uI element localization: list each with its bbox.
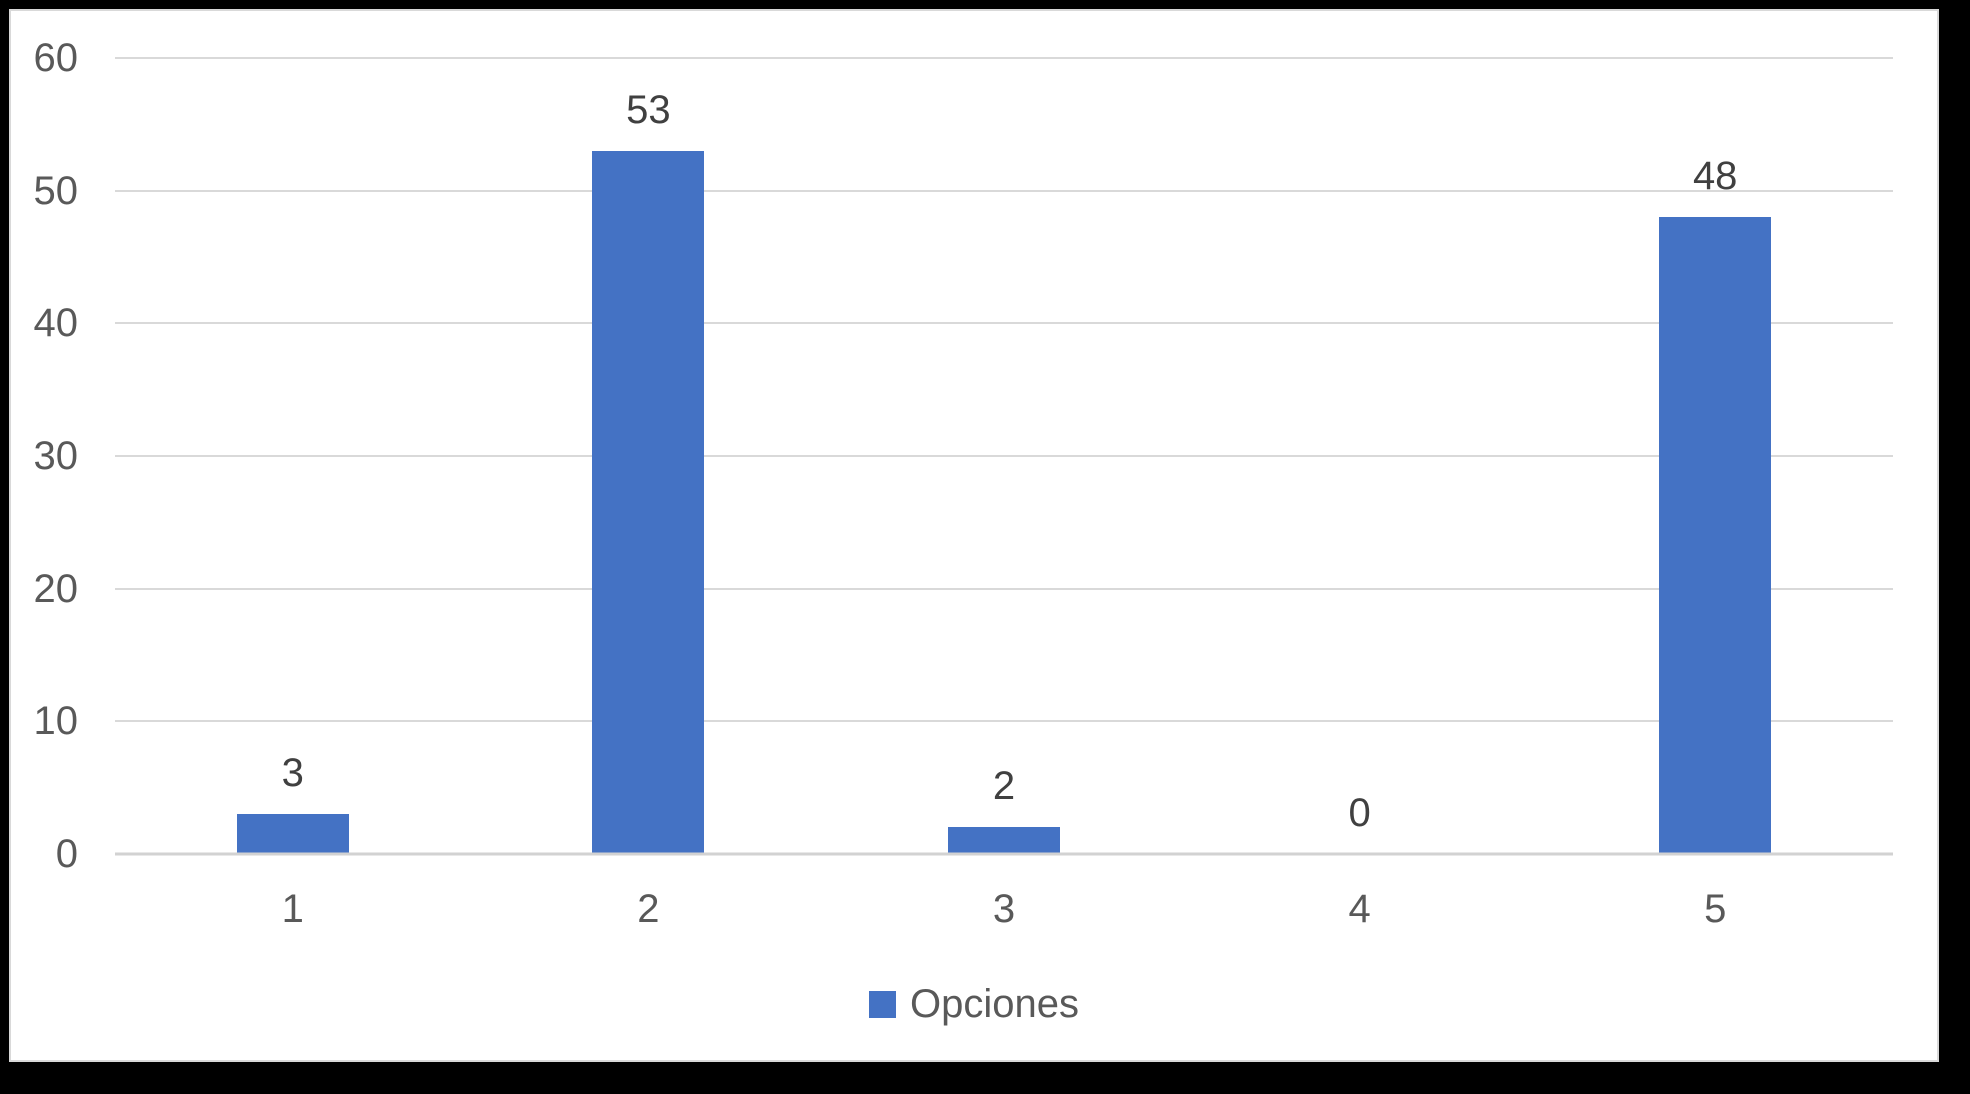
x-tick-label-3: 3 bbox=[992, 887, 1016, 931]
data-label-5: 48 bbox=[1692, 154, 1738, 199]
y-tick-label-40: 40 bbox=[33, 301, 79, 346]
y-tick-label-20: 20 bbox=[33, 566, 79, 611]
gridline-10 bbox=[115, 720, 1893, 723]
x-tick-label-2: 2 bbox=[637, 887, 660, 931]
data-label-2: 53 bbox=[626, 87, 671, 132]
y-tick-label-50: 50 bbox=[33, 168, 79, 213]
gridline-60 bbox=[115, 57, 1893, 59]
x-tick-label-1: 1 bbox=[281, 887, 304, 931]
x-axis-line bbox=[115, 852, 1893, 856]
data-label-4: 0 bbox=[1348, 791, 1371, 835]
bar-2[interactable] bbox=[592, 150, 705, 854]
gridline-40 bbox=[115, 322, 1893, 325]
category-slot-5: 48 5 bbox=[1537, 58, 1893, 930]
legend[interactable]: Opciones bbox=[11, 983, 1937, 1025]
y-tick-label-60: 60 bbox=[33, 36, 79, 80]
legend-swatch bbox=[869, 990, 896, 1018]
data-label-3: 2 bbox=[992, 764, 1016, 809]
data-label-1: 3 bbox=[281, 751, 304, 796]
y-tick-label-30: 30 bbox=[33, 434, 79, 478]
gridline-20 bbox=[115, 587, 1893, 590]
gridline-50 bbox=[115, 189, 1893, 192]
chart-panel: 0 10 20 30 40 50 60 3 1 53 2 2 3 0 4 48 5 Opciones bbox=[9, 9, 1939, 1062]
legend-label: Opciones bbox=[910, 982, 1079, 1026]
x-tick-label-5: 5 bbox=[1704, 887, 1727, 931]
bar-5[interactable] bbox=[1659, 217, 1772, 854]
y-tick-label-10: 10 bbox=[33, 699, 79, 744]
category-slot-2: 53 2 bbox=[471, 58, 827, 930]
plot-area: 0 10 20 30 40 50 60 3 1 53 2 2 3 0 4 48 5 bbox=[34, 38, 1893, 930]
y-tick-label-0: 0 bbox=[55, 832, 78, 876]
bar-1[interactable] bbox=[236, 814, 349, 854]
gridline-30 bbox=[115, 455, 1893, 457]
x-tick-label-4: 4 bbox=[1348, 887, 1371, 931]
bar-3[interactable] bbox=[947, 827, 1060, 854]
